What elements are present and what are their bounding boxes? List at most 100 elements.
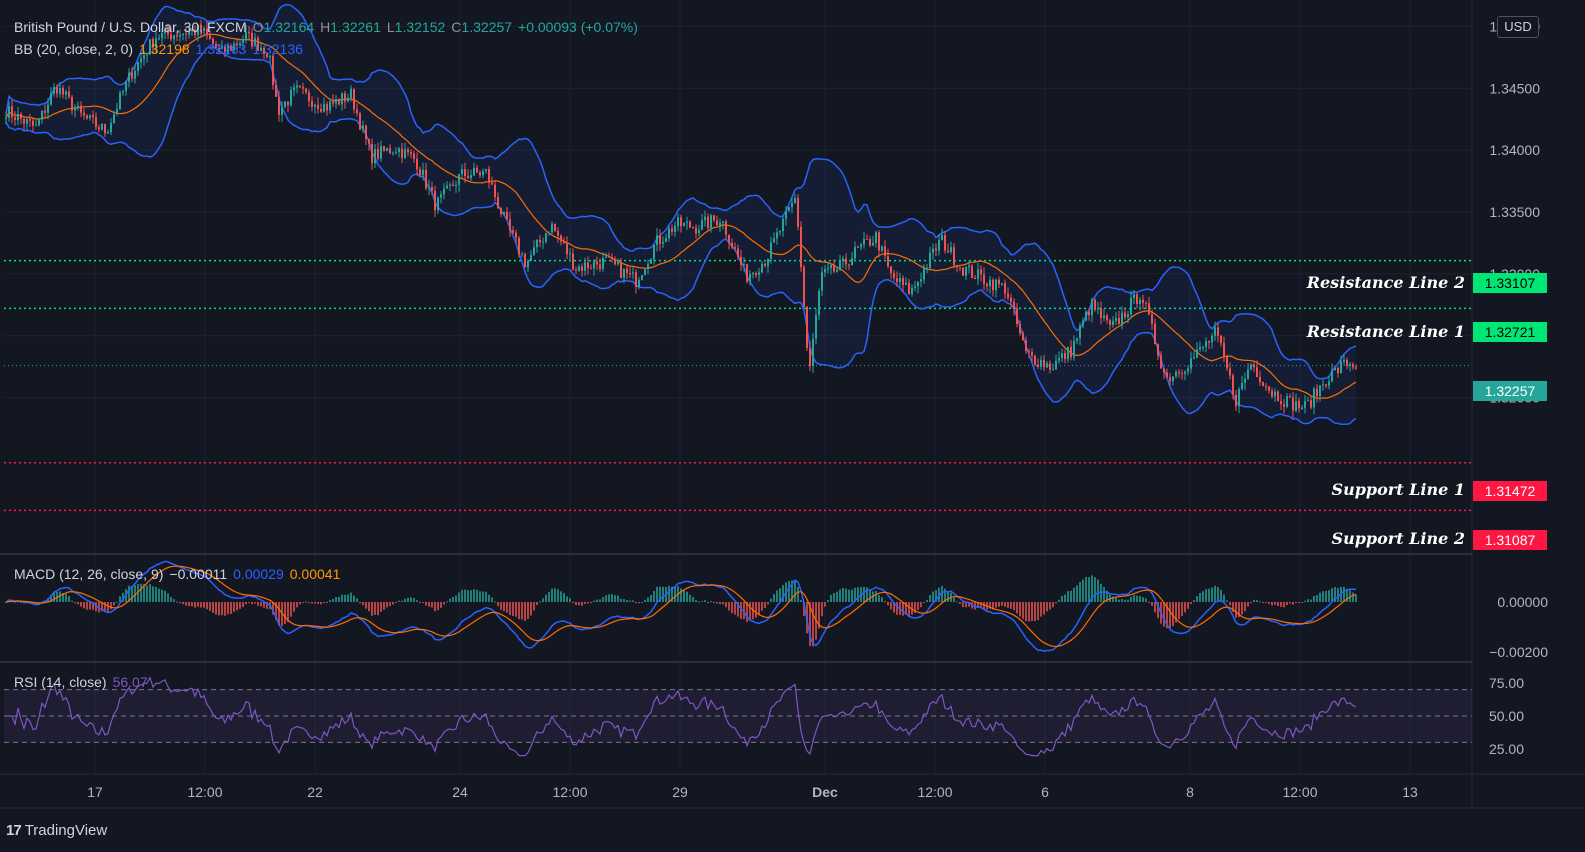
macd-hist-336 bbox=[1013, 602, 1015, 611]
macd-hist-301 bbox=[908, 602, 910, 617]
candle-body-179 bbox=[542, 241, 544, 243]
macd-hist-93 bbox=[284, 602, 286, 625]
macd-hist-78 bbox=[239, 602, 241, 609]
candle-body-329 bbox=[992, 279, 994, 291]
macd-hist-128 bbox=[389, 602, 391, 606]
candle-body-428 bbox=[1289, 396, 1291, 398]
tradingview-brand[interactable]: 17 TradingView bbox=[6, 822, 107, 839]
candle-body-385 bbox=[1160, 355, 1162, 369]
rsi-legend[interactable]: RSI (14, close) 56.07 bbox=[14, 674, 154, 690]
ohlc-low-label: L bbox=[386, 19, 395, 35]
macd-hist-335 bbox=[1010, 602, 1012, 609]
candle-body-263 bbox=[794, 198, 796, 204]
candle-body-403 bbox=[1214, 327, 1216, 336]
candle-body-115 bbox=[350, 88, 352, 98]
candle-body-276 bbox=[833, 264, 835, 272]
macd-hist-222 bbox=[671, 586, 673, 602]
macd-hist-302 bbox=[911, 602, 913, 615]
macd-hist-361 bbox=[1088, 577, 1090, 602]
candle-body-123 bbox=[374, 149, 376, 164]
candle-body-335 bbox=[1010, 297, 1012, 302]
macd-hist-237 bbox=[716, 602, 718, 604]
macd-hist-140 bbox=[425, 602, 427, 606]
candle-body-28 bbox=[89, 115, 91, 119]
macd-hist-381 bbox=[1148, 601, 1150, 603]
macd-hist-63 bbox=[194, 602, 196, 608]
bb-legend[interactable]: BB (20, close, 2, 0) 1.32198 1.32263 1.3213… bbox=[14, 41, 309, 57]
candle-body-366 bbox=[1103, 315, 1105, 319]
macd-hist-283 bbox=[854, 587, 856, 602]
candle-body-293 bbox=[884, 246, 886, 257]
candle-body-353 bbox=[1064, 353, 1066, 360]
macd-hist-294 bbox=[887, 602, 889, 606]
macd-hist-191 bbox=[578, 602, 580, 606]
candle-body-303 bbox=[914, 286, 916, 288]
macd-hist-89 bbox=[272, 602, 274, 615]
macd-hist-350 bbox=[1055, 602, 1057, 604]
candle-body-351 bbox=[1058, 358, 1060, 361]
macd-hist-209 bbox=[632, 600, 634, 602]
candle-body-349 bbox=[1052, 369, 1054, 371]
time-axis-label-5: 29 bbox=[672, 784, 688, 800]
macd-hist-231 bbox=[698, 601, 700, 603]
macd-hist-280 bbox=[845, 588, 847, 602]
macd-legend[interactable]: MACD (12, 26, close, 9) −0.00011 0.00029 0.… bbox=[14, 566, 346, 582]
macd-hist-405 bbox=[1220, 589, 1222, 602]
macd-hist-35 bbox=[110, 602, 112, 610]
macd-hist-196 bbox=[593, 600, 595, 602]
candle-body-395 bbox=[1190, 358, 1192, 369]
macd-hist-329 bbox=[992, 602, 994, 610]
macd-hist-398 bbox=[1199, 592, 1201, 602]
macd-hist-173 bbox=[524, 602, 526, 621]
macd-hist-180 bbox=[545, 594, 547, 602]
candle-body-137 bbox=[416, 158, 418, 170]
candle-body-255 bbox=[770, 242, 772, 259]
resistance-line-2-price-tag[interactable]: 1.33107 bbox=[1473, 273, 1547, 293]
currency-button[interactable]: USD bbox=[1497, 16, 1539, 38]
candle-body-352 bbox=[1061, 353, 1063, 359]
candle-body-147 bbox=[446, 185, 448, 189]
macd-hist-307 bbox=[926, 599, 928, 602]
time-axis-label-8: 6 bbox=[1041, 784, 1049, 800]
candle-body-339 bbox=[1022, 333, 1024, 341]
candle-body-249 bbox=[752, 272, 754, 275]
candle-body-447 bbox=[1346, 359, 1348, 366]
macd-hist-177 bbox=[536, 602, 538, 605]
candle-body-53 bbox=[164, 28, 166, 34]
macd-hist-377 bbox=[1136, 595, 1138, 602]
candle-body-145 bbox=[440, 194, 442, 198]
macd-hist-5 bbox=[20, 601, 22, 603]
candle-body-236 bbox=[713, 215, 715, 221]
macd-hist-300 bbox=[905, 602, 907, 615]
candle-body-411 bbox=[1238, 389, 1240, 407]
macd-hist-22 bbox=[71, 600, 73, 602]
candle-body-49 bbox=[152, 39, 154, 48]
macd-hist-100 bbox=[305, 601, 307, 603]
candle-body-151 bbox=[458, 174, 460, 185]
macd-hist-271 bbox=[818, 602, 820, 629]
candle-body-72 bbox=[221, 46, 223, 49]
price-change: +0.00093 (+0.07%) bbox=[518, 19, 638, 35]
candle-body-194 bbox=[587, 262, 589, 269]
macd-hist-72 bbox=[221, 602, 223, 616]
candle-body-12 bbox=[41, 110, 43, 120]
candle-body-101 bbox=[308, 92, 310, 102]
macd-hist-447 bbox=[1346, 588, 1348, 602]
macd-hist-132 bbox=[401, 600, 403, 602]
candle-body-382 bbox=[1151, 314, 1153, 324]
candle-body-99 bbox=[302, 87, 304, 89]
candle-body-3 bbox=[14, 117, 16, 121]
resistance-line-1-price-tag[interactable]: 1.32721 bbox=[1473, 322, 1547, 342]
candle-body-432 bbox=[1301, 407, 1303, 409]
macd-hist-186 bbox=[563, 593, 565, 602]
macd-hist-413 bbox=[1244, 602, 1246, 612]
candle-body-345 bbox=[1040, 359, 1042, 367]
support-line-1-price-tag[interactable]: 1.31472 bbox=[1473, 481, 1547, 501]
candle-body-437 bbox=[1316, 388, 1318, 397]
macd-hist-75 bbox=[230, 602, 232, 614]
candle-body-157 bbox=[476, 167, 478, 173]
support-line-2-price-tag[interactable]: 1.31087 bbox=[1473, 530, 1547, 550]
candle-body-165 bbox=[500, 208, 502, 215]
candle-body-175 bbox=[530, 255, 532, 261]
